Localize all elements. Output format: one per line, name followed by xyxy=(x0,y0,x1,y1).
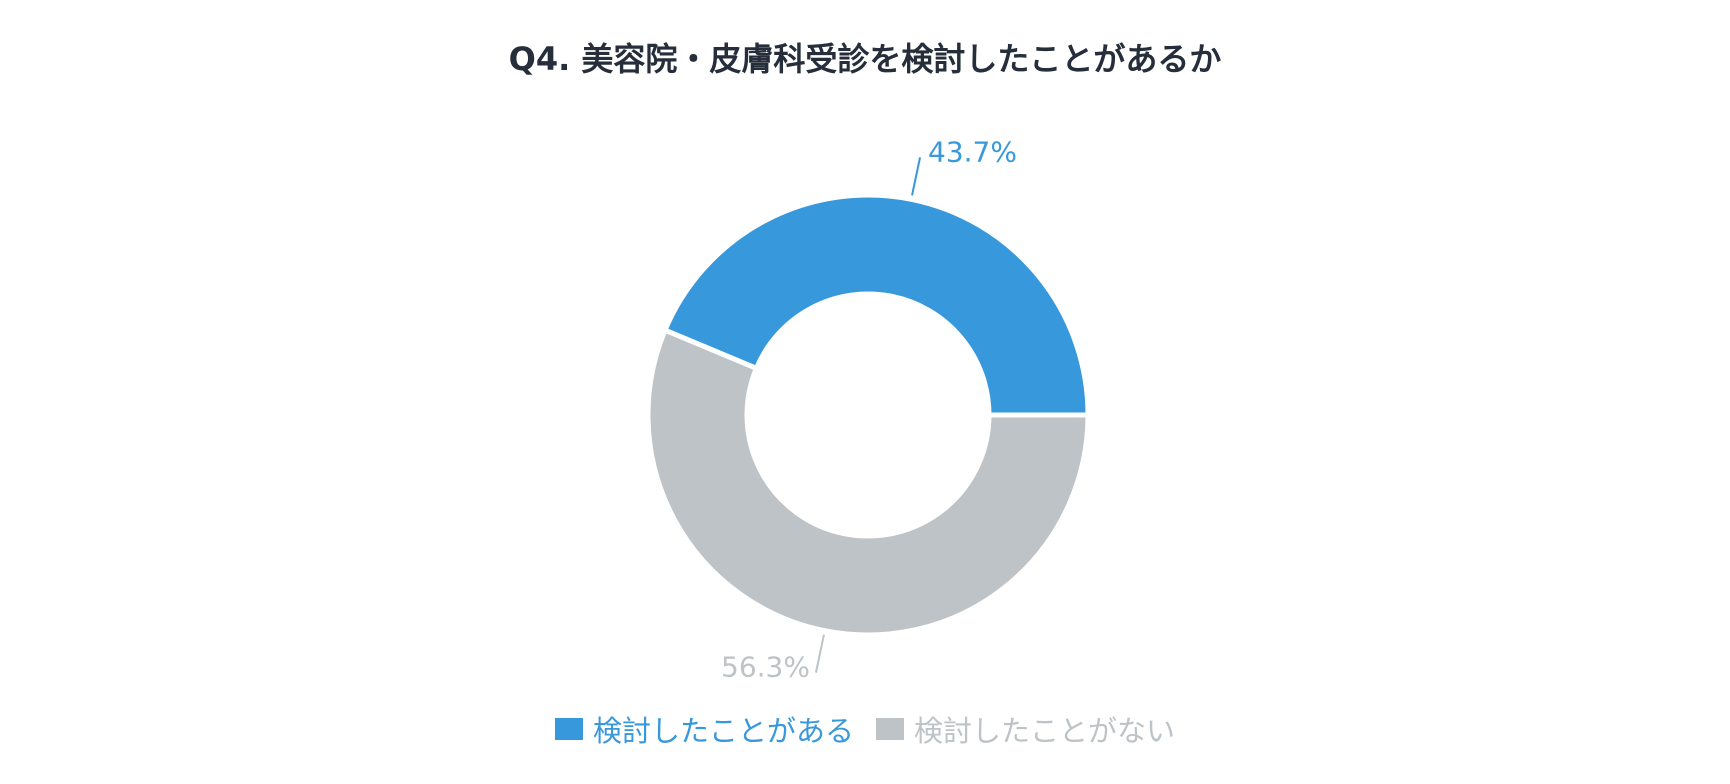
legend-item-not-considered[interactable]: 検討したことがない xyxy=(876,708,1175,750)
legend-item-considered[interactable]: 検討したことがある xyxy=(554,708,854,750)
legend-swatch-not-considered xyxy=(876,718,904,740)
legend-label-considered: 検討したことがある xyxy=(592,714,854,748)
leader-line-not-considered xyxy=(814,634,825,673)
chart-title: Q4. 美容院・皮膚科受診を検討したことがあるか xyxy=(508,40,1222,78)
data-label-not-considered: 56.3% xyxy=(721,651,810,684)
donut-slice-not-considered[interactable] xyxy=(645,326,1091,638)
donut-slice-considered[interactable] xyxy=(661,192,1091,418)
legend: 検討したことがある 検討したことがない xyxy=(0,708,1730,750)
data-label-considered: 43.7% xyxy=(928,135,1017,168)
legend-label-not-considered: 検討したことがない xyxy=(914,714,1176,748)
leader-line-considered xyxy=(911,157,922,196)
legend-swatch-considered xyxy=(554,718,583,740)
